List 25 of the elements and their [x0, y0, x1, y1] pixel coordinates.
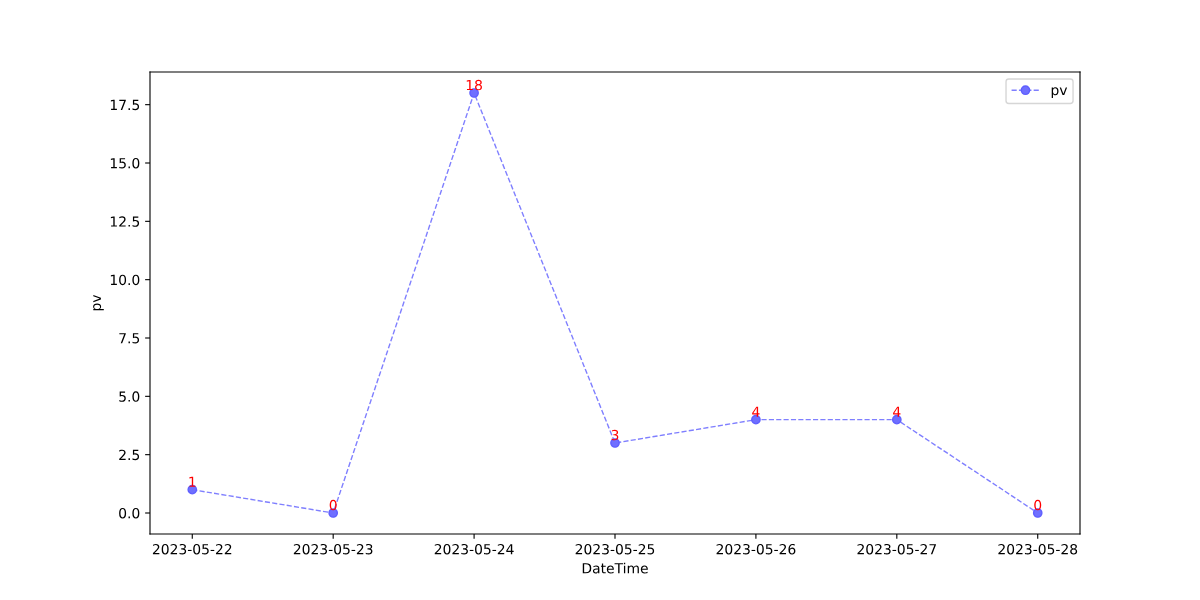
- y-tick-label: 17.5: [110, 99, 140, 111]
- y-axis-title: pv: [93, 294, 104, 311]
- y-tick-label: 12.5: [110, 216, 140, 227]
- data-label: 0: [329, 499, 337, 511]
- y-tick-label: 0.0: [119, 507, 140, 519]
- data-label: 4: [893, 406, 901, 417]
- x-tick-label: 2023-05-23: [293, 543, 373, 555]
- x-tick-label: 2023-05-27: [857, 543, 936, 555]
- x-tick-label: 2023-05-24: [434, 543, 514, 555]
- data-label: 0: [1034, 499, 1042, 511]
- data-label: 18: [466, 79, 482, 91]
- legend-label: pv: [1051, 87, 1068, 98]
- x-tick-label: 2023-05-26: [716, 543, 796, 555]
- y-tick-label: 7.5: [119, 333, 140, 344]
- x-axis-title: DateTime: [582, 562, 648, 574]
- x-tick-label: 2023-05-22: [152, 543, 232, 555]
- data-label: 4: [752, 406, 760, 417]
- y-tick-label: 5.0: [119, 391, 140, 402]
- y-tick-label: 10.0: [110, 274, 140, 286]
- x-tick-label: 2023-05-25: [575, 543, 655, 555]
- data-label: 1: [189, 476, 196, 487]
- data-label: 3: [611, 429, 619, 441]
- y-tick-label: 2.5: [119, 449, 140, 461]
- x-tick-label: 2023-05-28: [998, 543, 1078, 555]
- y-tick-label: 15.0: [110, 157, 140, 169]
